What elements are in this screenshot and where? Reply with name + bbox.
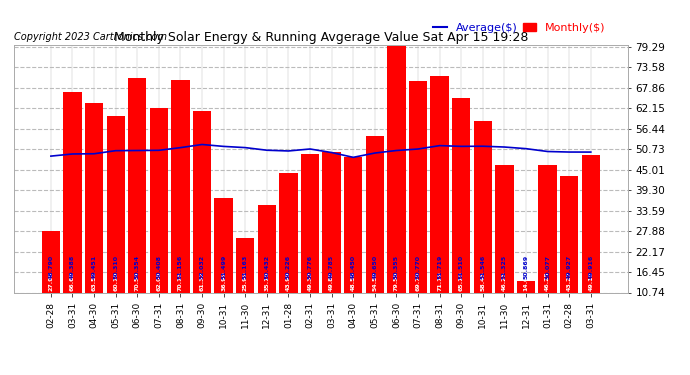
- Bar: [560, 176, 578, 292]
- Bar: [452, 98, 471, 292]
- Bar: [582, 155, 600, 292]
- Text: 49.32: 49.32: [308, 272, 313, 291]
- Text: 65.10: 65.10: [459, 272, 464, 291]
- Bar: [85, 104, 104, 292]
- Text: 35.16: 35.16: [264, 272, 269, 291]
- Text: 50.077: 50.077: [545, 255, 550, 279]
- Text: 70.54: 70.54: [135, 272, 140, 291]
- Text: 66.68: 66.68: [70, 272, 75, 291]
- Text: 49.16: 49.16: [589, 272, 593, 291]
- Bar: [538, 165, 557, 292]
- Text: 70.16: 70.16: [178, 272, 183, 291]
- Text: 50.869: 50.869: [524, 255, 529, 279]
- Title: Monthly Solar Energy & Running Avgerage Value Sat Apr 15 19:28: Monthly Solar Energy & Running Avgerage …: [114, 31, 528, 44]
- Text: 50.408: 50.408: [157, 255, 161, 279]
- Text: 54.50: 54.50: [373, 272, 377, 291]
- Bar: [41, 231, 60, 292]
- Bar: [257, 205, 276, 292]
- Text: 60.10: 60.10: [113, 272, 118, 291]
- Bar: [171, 80, 190, 292]
- Text: 49.388: 49.388: [70, 255, 75, 279]
- Text: Copyright 2023 Cartronics.com: Copyright 2023 Cartronics.com: [14, 32, 167, 42]
- Text: 48.790: 48.790: [48, 255, 53, 279]
- Text: 36.99: 36.99: [221, 272, 226, 291]
- Text: 48.50: 48.50: [351, 272, 356, 291]
- Text: 50.354: 50.354: [135, 255, 140, 279]
- Bar: [215, 198, 233, 292]
- Text: 58.45: 58.45: [480, 272, 485, 291]
- Text: 43.27: 43.27: [566, 272, 572, 291]
- Bar: [473, 122, 492, 292]
- Text: 49.650: 49.650: [373, 255, 377, 279]
- Text: 49.927: 49.927: [566, 255, 572, 279]
- Text: 50.770: 50.770: [415, 255, 420, 279]
- Bar: [301, 154, 319, 292]
- Text: 61.32: 61.32: [199, 272, 204, 291]
- Bar: [128, 78, 146, 292]
- Text: 69.70: 69.70: [415, 272, 420, 291]
- Text: 27.90: 27.90: [48, 272, 53, 291]
- Bar: [495, 165, 513, 292]
- Text: 51.546: 51.546: [480, 255, 485, 279]
- Bar: [366, 136, 384, 292]
- Bar: [431, 76, 448, 292]
- Text: 25.99: 25.99: [243, 272, 248, 291]
- Bar: [63, 92, 81, 292]
- Text: 49.785: 49.785: [329, 255, 334, 279]
- Bar: [106, 116, 125, 292]
- Text: 62.08: 62.08: [157, 272, 161, 291]
- Text: 51.719: 51.719: [437, 255, 442, 279]
- Text: 50.776: 50.776: [308, 255, 313, 279]
- Text: 63.51: 63.51: [92, 272, 97, 291]
- Text: 49.85: 49.85: [329, 272, 334, 291]
- Text: 50.310: 50.310: [113, 255, 118, 279]
- Bar: [279, 173, 297, 292]
- Text: 51.499: 51.499: [221, 255, 226, 279]
- Bar: [409, 81, 427, 292]
- Text: 43.99: 43.99: [286, 272, 291, 291]
- Text: 49.916: 49.916: [589, 255, 593, 279]
- Bar: [193, 111, 211, 292]
- Text: 71.19: 71.19: [437, 272, 442, 291]
- Legend: Average($), Monthly($): Average($), Monthly($): [429, 18, 610, 38]
- Text: 50.355: 50.355: [394, 255, 399, 279]
- Bar: [150, 108, 168, 292]
- Text: 51.156: 51.156: [178, 255, 183, 279]
- Text: 49.451: 49.451: [92, 255, 97, 279]
- Text: 52.032: 52.032: [199, 255, 204, 279]
- Bar: [517, 281, 535, 292]
- Text: 46.25: 46.25: [545, 272, 550, 291]
- Bar: [387, 46, 406, 292]
- Text: 48.450: 48.450: [351, 255, 356, 279]
- Text: 51.510: 51.510: [459, 255, 464, 279]
- Text: 50.432: 50.432: [264, 255, 269, 279]
- Text: 79.55: 79.55: [394, 272, 399, 291]
- Text: 51.163: 51.163: [243, 255, 248, 279]
- Text: 46.25: 46.25: [502, 272, 507, 291]
- Bar: [322, 152, 341, 292]
- Text: 50.226: 50.226: [286, 255, 291, 279]
- Bar: [344, 157, 362, 292]
- Text: 51.325: 51.325: [502, 255, 507, 279]
- Bar: [236, 238, 255, 292]
- Text: 14.00: 14.00: [524, 272, 529, 291]
